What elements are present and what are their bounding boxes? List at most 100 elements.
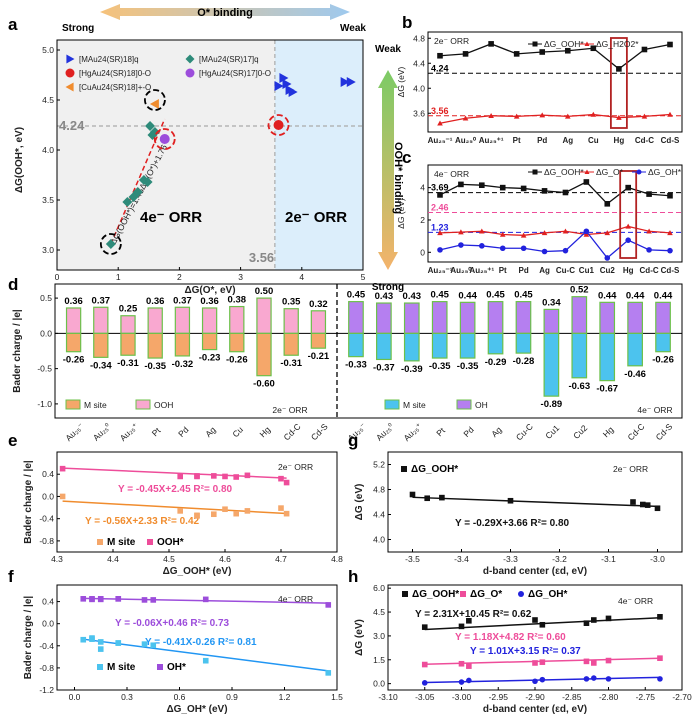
right-negative-bar xyxy=(403,332,420,362)
panel-g-x-tick-label: -3.0 xyxy=(650,554,665,564)
series-point-1 xyxy=(462,115,469,121)
panel-h-x-tick-label: -3.05 xyxy=(415,692,435,702)
data-point-0 xyxy=(211,473,217,479)
left-negative-bar xyxy=(229,332,245,353)
series-point-1 xyxy=(667,230,673,236)
left-positive-bar xyxy=(229,305,245,334)
panel-c-y-tick-label: 4 xyxy=(420,183,425,193)
series-point-1 xyxy=(583,231,590,237)
data-point-0 xyxy=(177,473,183,480)
highlight-circle xyxy=(267,114,290,136)
series-point-0 xyxy=(583,179,590,185)
fit-equation-1: Y = -0.56X+2.33 R²= 0.42 xyxy=(85,516,200,527)
panel-e-y-tick-label: 0.0 xyxy=(42,491,54,501)
data-point-0 xyxy=(346,77,356,87)
category-label: Au₂₅⁻¹ xyxy=(428,266,453,275)
panel-f-xlabel: ΔG_OH* (eV) xyxy=(166,704,227,715)
series-point-1 xyxy=(590,111,597,117)
panel-g-x-tick-label: -3.5 xyxy=(405,554,420,564)
panel-g-ylabel: ΔG (eV) xyxy=(354,484,365,521)
data-point-1 xyxy=(142,177,153,187)
series-point-0 xyxy=(458,181,464,188)
ooh-binding-title: OOH* binding xyxy=(392,142,404,214)
data-point-0 xyxy=(80,596,87,602)
series-point-2 xyxy=(583,228,590,235)
left-category-label: Au₂₅⁰ xyxy=(91,421,113,443)
category-label: Cd-S xyxy=(661,266,680,275)
panel-b-y-tick-label: 4.0 xyxy=(413,83,425,93)
legend-swatch xyxy=(384,399,400,410)
series-point-1 xyxy=(616,114,622,120)
left-positive-bar xyxy=(93,306,109,334)
series-point-2 xyxy=(437,247,443,253)
ref-line-label: 3.56 xyxy=(431,106,449,116)
panel-e-ylabel: Bader charge / |e| xyxy=(23,460,34,544)
series-point-2 xyxy=(604,255,611,261)
right-category-label: Cd-S xyxy=(654,421,675,442)
legend-label-1: [MAu24(SR)17]q xyxy=(199,55,259,64)
panel-h-x-tick-label: -2.75 xyxy=(636,692,656,702)
legend-label: ΔG_OOH* xyxy=(411,464,458,475)
panel-d-y-tick-label: -1.0 xyxy=(37,399,52,409)
panel-a-ylabel: ΔG(OOH*, eV) xyxy=(14,127,25,193)
panel-a-y-tick-label: 5.0 xyxy=(42,45,54,55)
legend-swatch xyxy=(135,399,151,410)
data-point-0 xyxy=(630,499,636,505)
left-negative-bar xyxy=(201,332,218,351)
right-category-label: Pt xyxy=(434,425,447,438)
legend-marker xyxy=(401,466,407,472)
right-negative-value: -0.39 xyxy=(401,364,423,375)
category-label: Au₂₅⁺¹ xyxy=(479,136,504,145)
panel-d-y-tick-label: 0.0 xyxy=(40,328,52,338)
left-positive-value: 0.38 xyxy=(228,295,247,306)
data-point-2 xyxy=(458,679,465,685)
panel-c-frame xyxy=(427,164,683,263)
left-positive-bar xyxy=(310,310,327,334)
category-label: Au₂₅⁻¹ xyxy=(428,136,453,145)
data-point-0 xyxy=(657,614,663,620)
right-positive-value: 0.45 xyxy=(347,290,366,301)
category-label: Cd-C xyxy=(635,136,654,145)
panel-c-y-tick-label: 2 xyxy=(420,215,425,225)
left-negative-value: -0.34 xyxy=(90,360,112,371)
panel-f-x-tick-label: 0.9 xyxy=(226,692,238,702)
left-positive-value: 0.32 xyxy=(309,299,328,310)
category-label: Cu xyxy=(588,136,599,145)
series-point-0 xyxy=(564,47,571,54)
left-negative-bar xyxy=(147,332,163,359)
series-point-2 xyxy=(541,248,548,255)
data-point-1 xyxy=(591,660,597,666)
fit-equation-0: Y = 2.31X+10.45 R²= 0.62 xyxy=(415,609,532,620)
series-point-2 xyxy=(499,245,506,252)
left-negative-value: -0.21 xyxy=(308,351,330,362)
series-point-2 xyxy=(667,247,673,254)
panel-c-y-tick-label: 0 xyxy=(420,247,425,257)
panel-h-label: h xyxy=(348,567,358,586)
panel-e-y-tick-label: 0.4 xyxy=(42,469,54,479)
data-point-2 xyxy=(657,676,663,682)
left-positive-bar xyxy=(147,307,163,334)
legend-marker-2 xyxy=(65,68,75,78)
data-point-2 xyxy=(583,676,590,682)
panel-e-x-tick-label: 4.4 xyxy=(107,554,119,564)
panel-f-ylabel: Bader charge / |e| xyxy=(23,596,34,680)
panel-f-x-tick-label: 1.2 xyxy=(279,692,291,702)
right-negative-value: -0.37 xyxy=(373,362,395,373)
panel-g-x-tick-label: -3.2 xyxy=(552,554,567,564)
legend-marker xyxy=(460,591,466,597)
panel-h-y-tick-label: 0.0 xyxy=(373,679,385,689)
panel-g-y-tick-label: 5.2 xyxy=(373,460,385,470)
data-point-1 xyxy=(278,505,284,511)
panel-b-y-tick-label: 3.6 xyxy=(413,108,425,118)
right-negative-bar xyxy=(487,332,504,355)
legend-marker xyxy=(157,664,163,670)
legend-swatch xyxy=(65,399,81,410)
data-point-1 xyxy=(539,659,546,665)
panel-h-x-tick-label: -2.85 xyxy=(562,692,582,702)
panel-f-y-tick-label: 0.0 xyxy=(42,619,54,629)
legend-marker xyxy=(636,169,642,175)
category-label: Pd xyxy=(537,136,547,145)
data-point-1 xyxy=(194,513,200,519)
legend-label: ΔG_OH* xyxy=(648,167,682,177)
left-positive-value: 0.36 xyxy=(200,296,219,307)
